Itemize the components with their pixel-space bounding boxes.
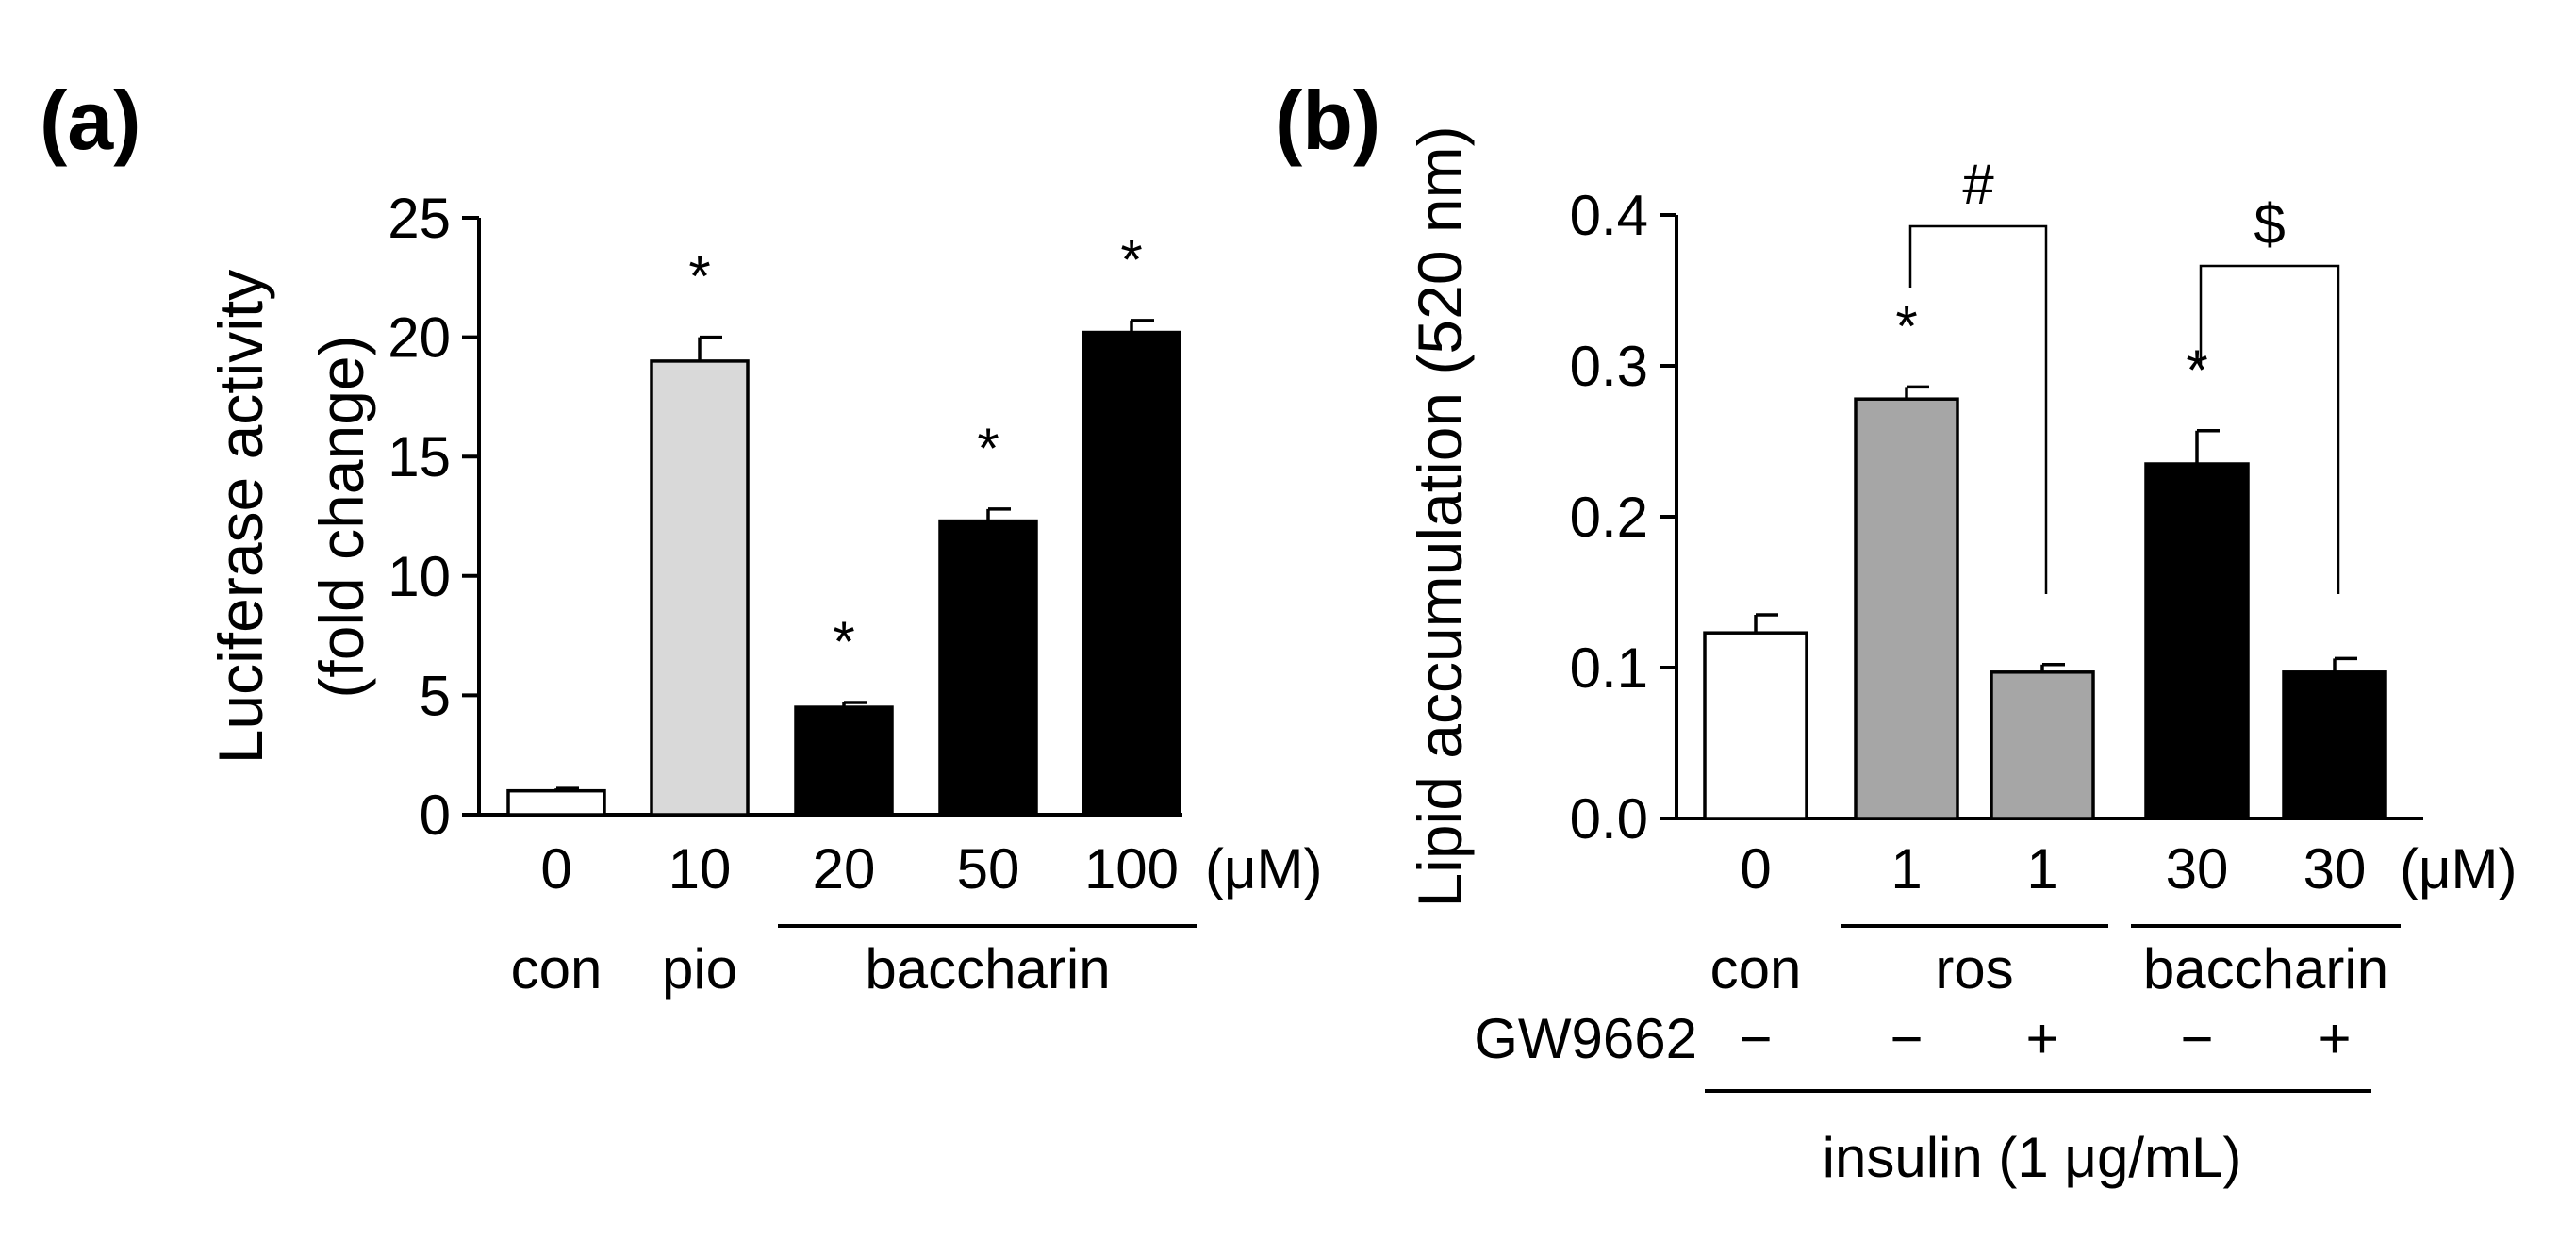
panel-b-comparison-bracket (1908, 224, 2048, 594)
panel-a-dose-label: 10 (669, 837, 732, 900)
panel-b-dose-label: 30 (2166, 837, 2229, 900)
panel-b-comparison-symbol: $ (2254, 192, 2285, 256)
panel-a-bar (794, 705, 894, 817)
panel-a-chart: (a) 0 5 10 15 20 25 Luciferase activity (fold c… (40, 74, 1323, 1000)
panel-b-dose-label: 1 (1891, 837, 1922, 900)
panel-b-gw9662-sign: + (2025, 1007, 2058, 1070)
panel-b-group-label: ros (1935, 937, 2013, 1000)
panel-b-comparison-bracket (2199, 264, 2340, 594)
panel-a-y-tick-label: 10 (388, 545, 451, 608)
panel-b-bar (1854, 397, 1959, 820)
panel-a-dose-label: 0 (540, 837, 571, 900)
panel-b-y-tick-label: 0.0 (1570, 787, 1648, 851)
panel-b-y-tick-label: 0.4 (1570, 184, 1648, 247)
panel-a-dose-label: 100 (1084, 837, 1179, 900)
panel-a-dose-label: 50 (957, 837, 1020, 900)
panel-b-insulin-label: insulin (1 μg/mL) (1823, 1126, 2242, 1189)
panel-b-dose-label: 30 (2304, 837, 2367, 900)
panel-b-significance-mark: * (1895, 294, 1917, 357)
panel-b-gw9662-sign: − (2180, 1007, 2213, 1070)
panel-b-group-label: baccharin (2143, 937, 2388, 1000)
panel-a-bar (650, 359, 750, 817)
panel-a-significance-mark: * (977, 417, 999, 480)
panel-a-y-tick-label: 25 (388, 187, 451, 250)
panel-a-group-label: con (511, 937, 603, 1000)
panel-a-y-tick-label: 15 (388, 425, 451, 488)
panel-a-y-tick-label: 5 (420, 664, 451, 727)
panel-b-gw9662-sign: + (2318, 1007, 2351, 1070)
panel-a-label: (a) (40, 74, 141, 167)
panel-b-y-tick-label: 0.2 (1570, 486, 1648, 549)
panel-a-unit-label: (μM) (1205, 837, 1323, 900)
panel-a-significance-mark: * (688, 245, 710, 308)
panel-b-unit-label: (μM) (2400, 837, 2518, 900)
panel-b-dose-label: 0 (1740, 837, 1771, 900)
panel-b-bar (1703, 631, 1808, 820)
panel-b-gw9662-sign: − (1739, 1007, 1772, 1070)
panel-a-y-tick-label: 0 (420, 784, 451, 847)
panel-b-bar (2282, 670, 2387, 820)
panel-a-y-axis-label: (fold change) (306, 335, 376, 698)
panel-b-group-label: con (1710, 937, 1802, 1000)
panel-a-y-axis-label: Luciferase activity (206, 270, 275, 765)
panel-b-gw9662-label: GW9662 (1474, 1007, 1697, 1070)
panel-b-y-tick-label: 0.1 (1570, 636, 1648, 700)
panel-a-group-label: baccharin (865, 937, 1110, 1000)
panel-b-comparison-symbol: # (1962, 153, 1994, 216)
panel-b-bar (2144, 462, 2250, 820)
panel-b-significance-mark: * (2186, 339, 2207, 402)
panel-a-significance-mark: * (833, 610, 854, 673)
panel-a-bar (1082, 330, 1181, 817)
panel-b-y-axis-label: Lipid accumulation (520 nm) (1405, 125, 1475, 907)
panel-a-bar (938, 519, 1038, 817)
panel-a-significance-mark: * (1120, 228, 1142, 291)
panel-a-y-tick-label: 20 (388, 306, 451, 370)
panel-b-gw9662-sign: − (1890, 1007, 1923, 1070)
panel-b-label: (b) (1275, 74, 1380, 167)
panel-b-y-tick-label: 0.3 (1570, 335, 1648, 398)
panel-b-bar (1990, 670, 2095, 820)
panel-b-chart: (b) 0.0 0.1 0.2 0.3 0.4 Lipid accumulation (5… (1275, 74, 2518, 1189)
panel-a-dose-label: 20 (813, 837, 876, 900)
panel-b-dose-label: 1 (2026, 837, 2057, 900)
panel-a-bar (506, 788, 606, 817)
panel-a-group-label: pio (662, 937, 737, 1000)
